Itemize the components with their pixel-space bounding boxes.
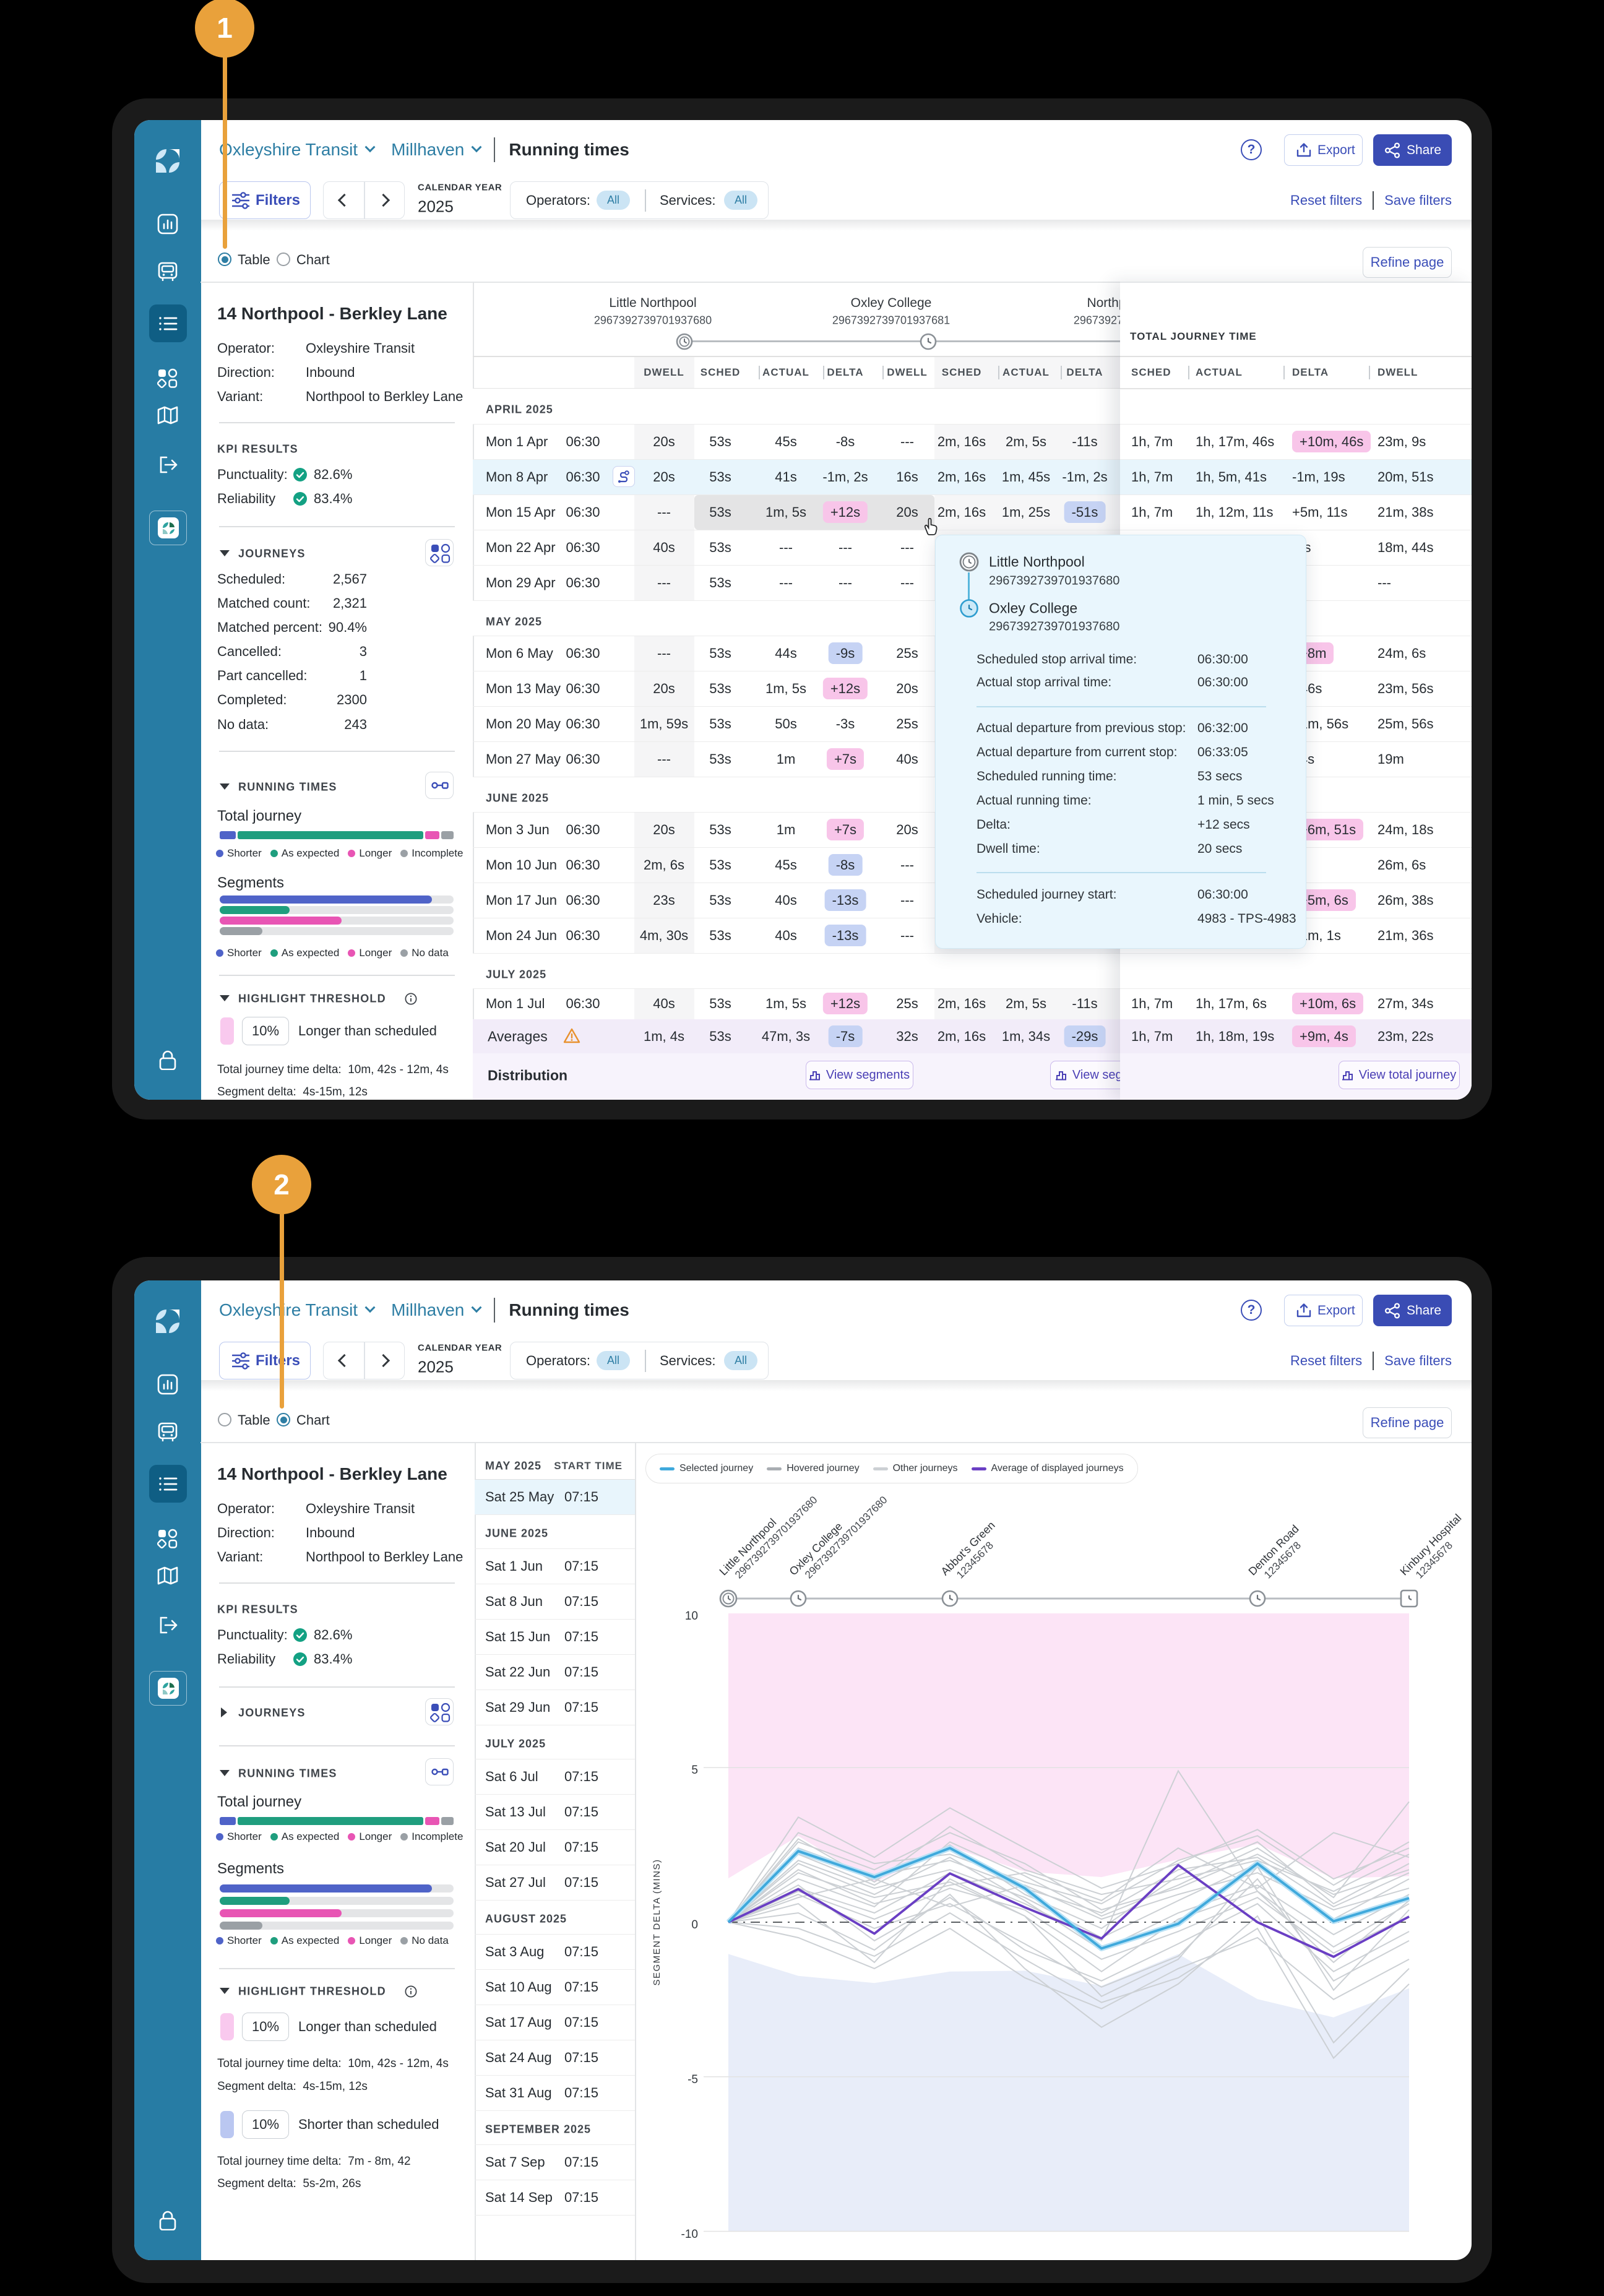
svg-text:10: 10 [685, 1610, 698, 1623]
svg-text:-5: -5 [688, 2073, 698, 2086]
svg-text:2967392739701937680: 2967392739701937680 [803, 1494, 889, 1581]
svg-text:SEGMENT DELTA (MINS): SEGMENT DELTA (MINS) [652, 1858, 662, 1985]
svg-text:5: 5 [691, 1764, 698, 1777]
svg-text:-10: -10 [681, 2228, 698, 2241]
svg-text:0: 0 [691, 1918, 698, 1931]
